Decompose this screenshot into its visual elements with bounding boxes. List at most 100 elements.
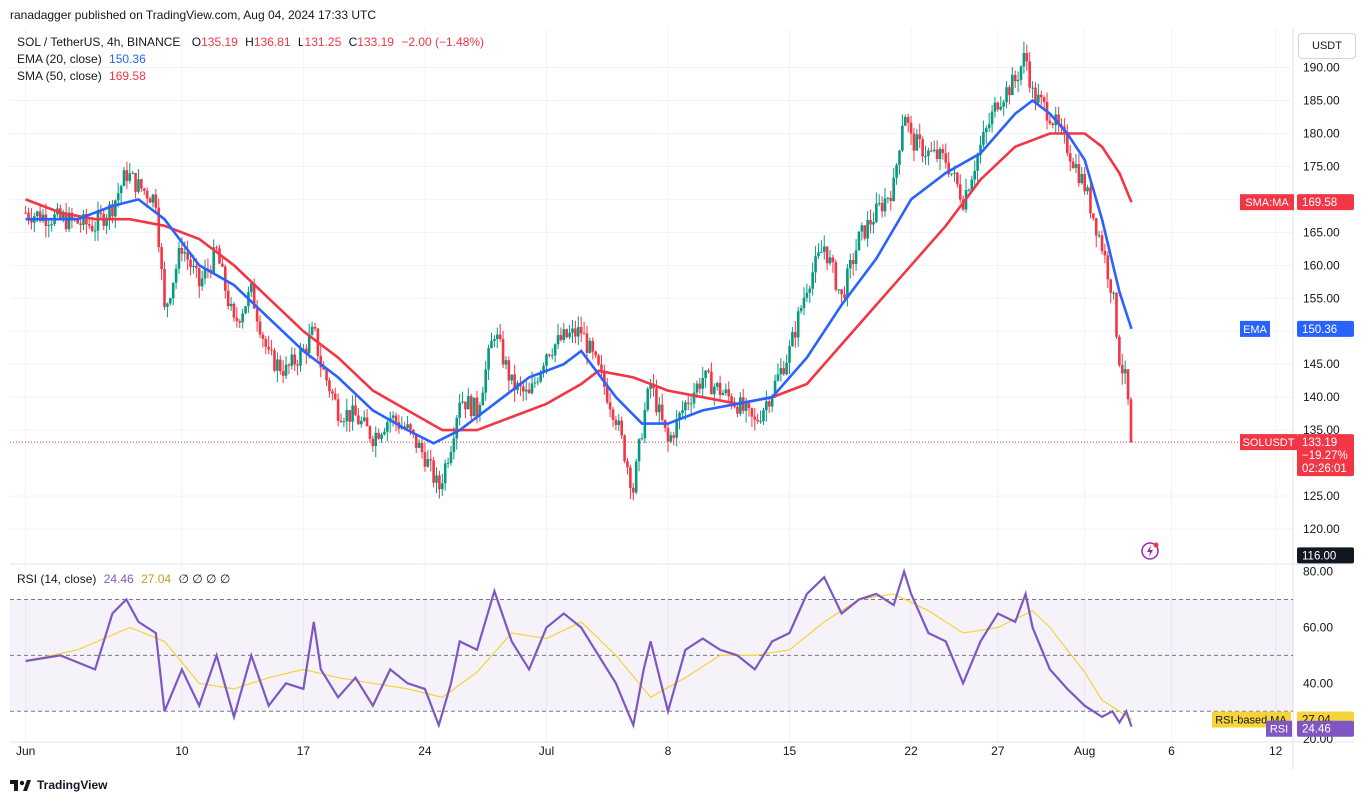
candle-body bbox=[206, 268, 210, 270]
candle-body bbox=[1054, 114, 1058, 126]
candle-body bbox=[93, 230, 97, 232]
candle-body bbox=[38, 211, 42, 221]
candle-body bbox=[464, 401, 467, 410]
candle-body bbox=[1005, 87, 1008, 103]
footer-brand[interactable]: TradingView bbox=[10, 778, 107, 792]
price-tag-name: EMA bbox=[1243, 324, 1268, 336]
candle-body bbox=[67, 212, 71, 230]
candle-body bbox=[475, 397, 479, 417]
candle-body bbox=[472, 397, 476, 417]
currency-button[interactable]: USDT bbox=[1298, 33, 1356, 59]
candle-body bbox=[875, 203, 878, 223]
candle-body bbox=[467, 395, 470, 410]
candle-body bbox=[750, 408, 754, 417]
price-tick-label: 165.00 bbox=[1303, 225, 1340, 239]
candle-body bbox=[1045, 101, 1049, 121]
ema-legend[interactable]: EMA (20, close) 150.36 bbox=[17, 52, 146, 66]
price-tag-name: SOLUSDT bbox=[1243, 437, 1295, 449]
candle-body bbox=[712, 386, 716, 395]
candle-body bbox=[443, 463, 447, 484]
candle-body bbox=[33, 216, 36, 223]
candle-body bbox=[817, 252, 820, 257]
candle-body bbox=[96, 212, 100, 231]
ema-line bbox=[25, 98, 1133, 445]
candle-body bbox=[545, 354, 548, 366]
candle-body bbox=[692, 392, 696, 404]
candle-body bbox=[990, 111, 994, 125]
candle-body bbox=[374, 432, 378, 447]
candle-body bbox=[50, 224, 53, 226]
candle-body bbox=[105, 218, 108, 226]
rsi-ma-tag-name-box bbox=[1212, 711, 1291, 728]
candle-body bbox=[736, 406, 739, 414]
candle-body bbox=[814, 256, 817, 273]
rsi-legend[interactable]: RSI (14, close) 24.46 27.04 ∅ ∅ ∅ ∅ bbox=[17, 572, 230, 586]
candle-body bbox=[658, 404, 661, 413]
candle-body bbox=[1013, 74, 1017, 82]
candle-body bbox=[773, 380, 777, 396]
candle-body bbox=[1034, 87, 1037, 103]
candle-body bbox=[403, 426, 406, 429]
candle-body bbox=[571, 328, 574, 333]
candle-body bbox=[704, 370, 707, 379]
candle-body bbox=[128, 173, 132, 181]
candle-body bbox=[414, 433, 418, 448]
candle-body bbox=[1066, 132, 1069, 154]
candle-body bbox=[417, 442, 421, 448]
candle-body bbox=[397, 422, 401, 429]
candle-body bbox=[548, 354, 551, 356]
candle-body bbox=[1022, 52, 1026, 67]
candle-body bbox=[469, 395, 473, 417]
candle-body bbox=[895, 164, 898, 178]
candle-body bbox=[947, 162, 950, 175]
candle-body bbox=[637, 439, 641, 462]
candle-body bbox=[333, 393, 337, 400]
price-tag-value: 133.19 bbox=[1302, 437, 1337, 449]
candle-body bbox=[640, 438, 644, 440]
candle-body bbox=[785, 362, 788, 375]
candle-body bbox=[362, 417, 366, 421]
candle-body bbox=[1008, 87, 1011, 96]
candle-body bbox=[24, 212, 27, 214]
time-tick-label: Aug bbox=[1074, 744, 1095, 758]
candle-body bbox=[553, 344, 557, 356]
candle-body bbox=[724, 389, 728, 394]
symbol-title[interactable]: SOL / TetherUS, 4h, BINANCE bbox=[17, 35, 181, 49]
rsi-tick-label: 60.00 bbox=[1303, 620, 1333, 634]
candle-body bbox=[449, 451, 453, 463]
candle-body bbox=[944, 153, 948, 163]
high-label: H bbox=[245, 35, 254, 49]
candle-body bbox=[663, 419, 667, 429]
candle-body bbox=[788, 346, 791, 363]
candle-body bbox=[851, 260, 855, 264]
candle-body bbox=[860, 225, 864, 232]
candle-body bbox=[400, 426, 404, 429]
candle-body bbox=[232, 303, 236, 318]
rsi-tick-label: 20.00 bbox=[1303, 732, 1333, 746]
candle-body bbox=[423, 452, 427, 467]
candle-body bbox=[892, 177, 895, 201]
candle-body bbox=[328, 380, 331, 392]
tradingview-logo-icon bbox=[10, 780, 31, 791]
change-value: −2.00 (−1.48%) bbox=[401, 35, 485, 49]
candle-body bbox=[715, 382, 719, 387]
candle-body bbox=[961, 199, 965, 210]
candle-body bbox=[542, 365, 545, 372]
candle-body bbox=[524, 389, 528, 392]
candle-body bbox=[160, 247, 163, 270]
candle-body bbox=[574, 328, 577, 337]
candle-body bbox=[565, 329, 569, 338]
candle-body bbox=[872, 222, 875, 225]
candle-body bbox=[252, 283, 256, 309]
candle-body bbox=[412, 429, 415, 434]
candle-body bbox=[189, 259, 192, 268]
candle-body bbox=[840, 289, 843, 295]
open-value: 135.19 bbox=[201, 35, 238, 49]
candle-body bbox=[513, 374, 516, 391]
ema-legend-label: EMA (20, close) bbox=[17, 52, 102, 66]
candle-body bbox=[877, 203, 881, 205]
candle-body bbox=[177, 247, 181, 269]
sma-legend[interactable]: SMA (50, close) 169.58 bbox=[17, 69, 146, 83]
candle-body bbox=[979, 144, 982, 156]
